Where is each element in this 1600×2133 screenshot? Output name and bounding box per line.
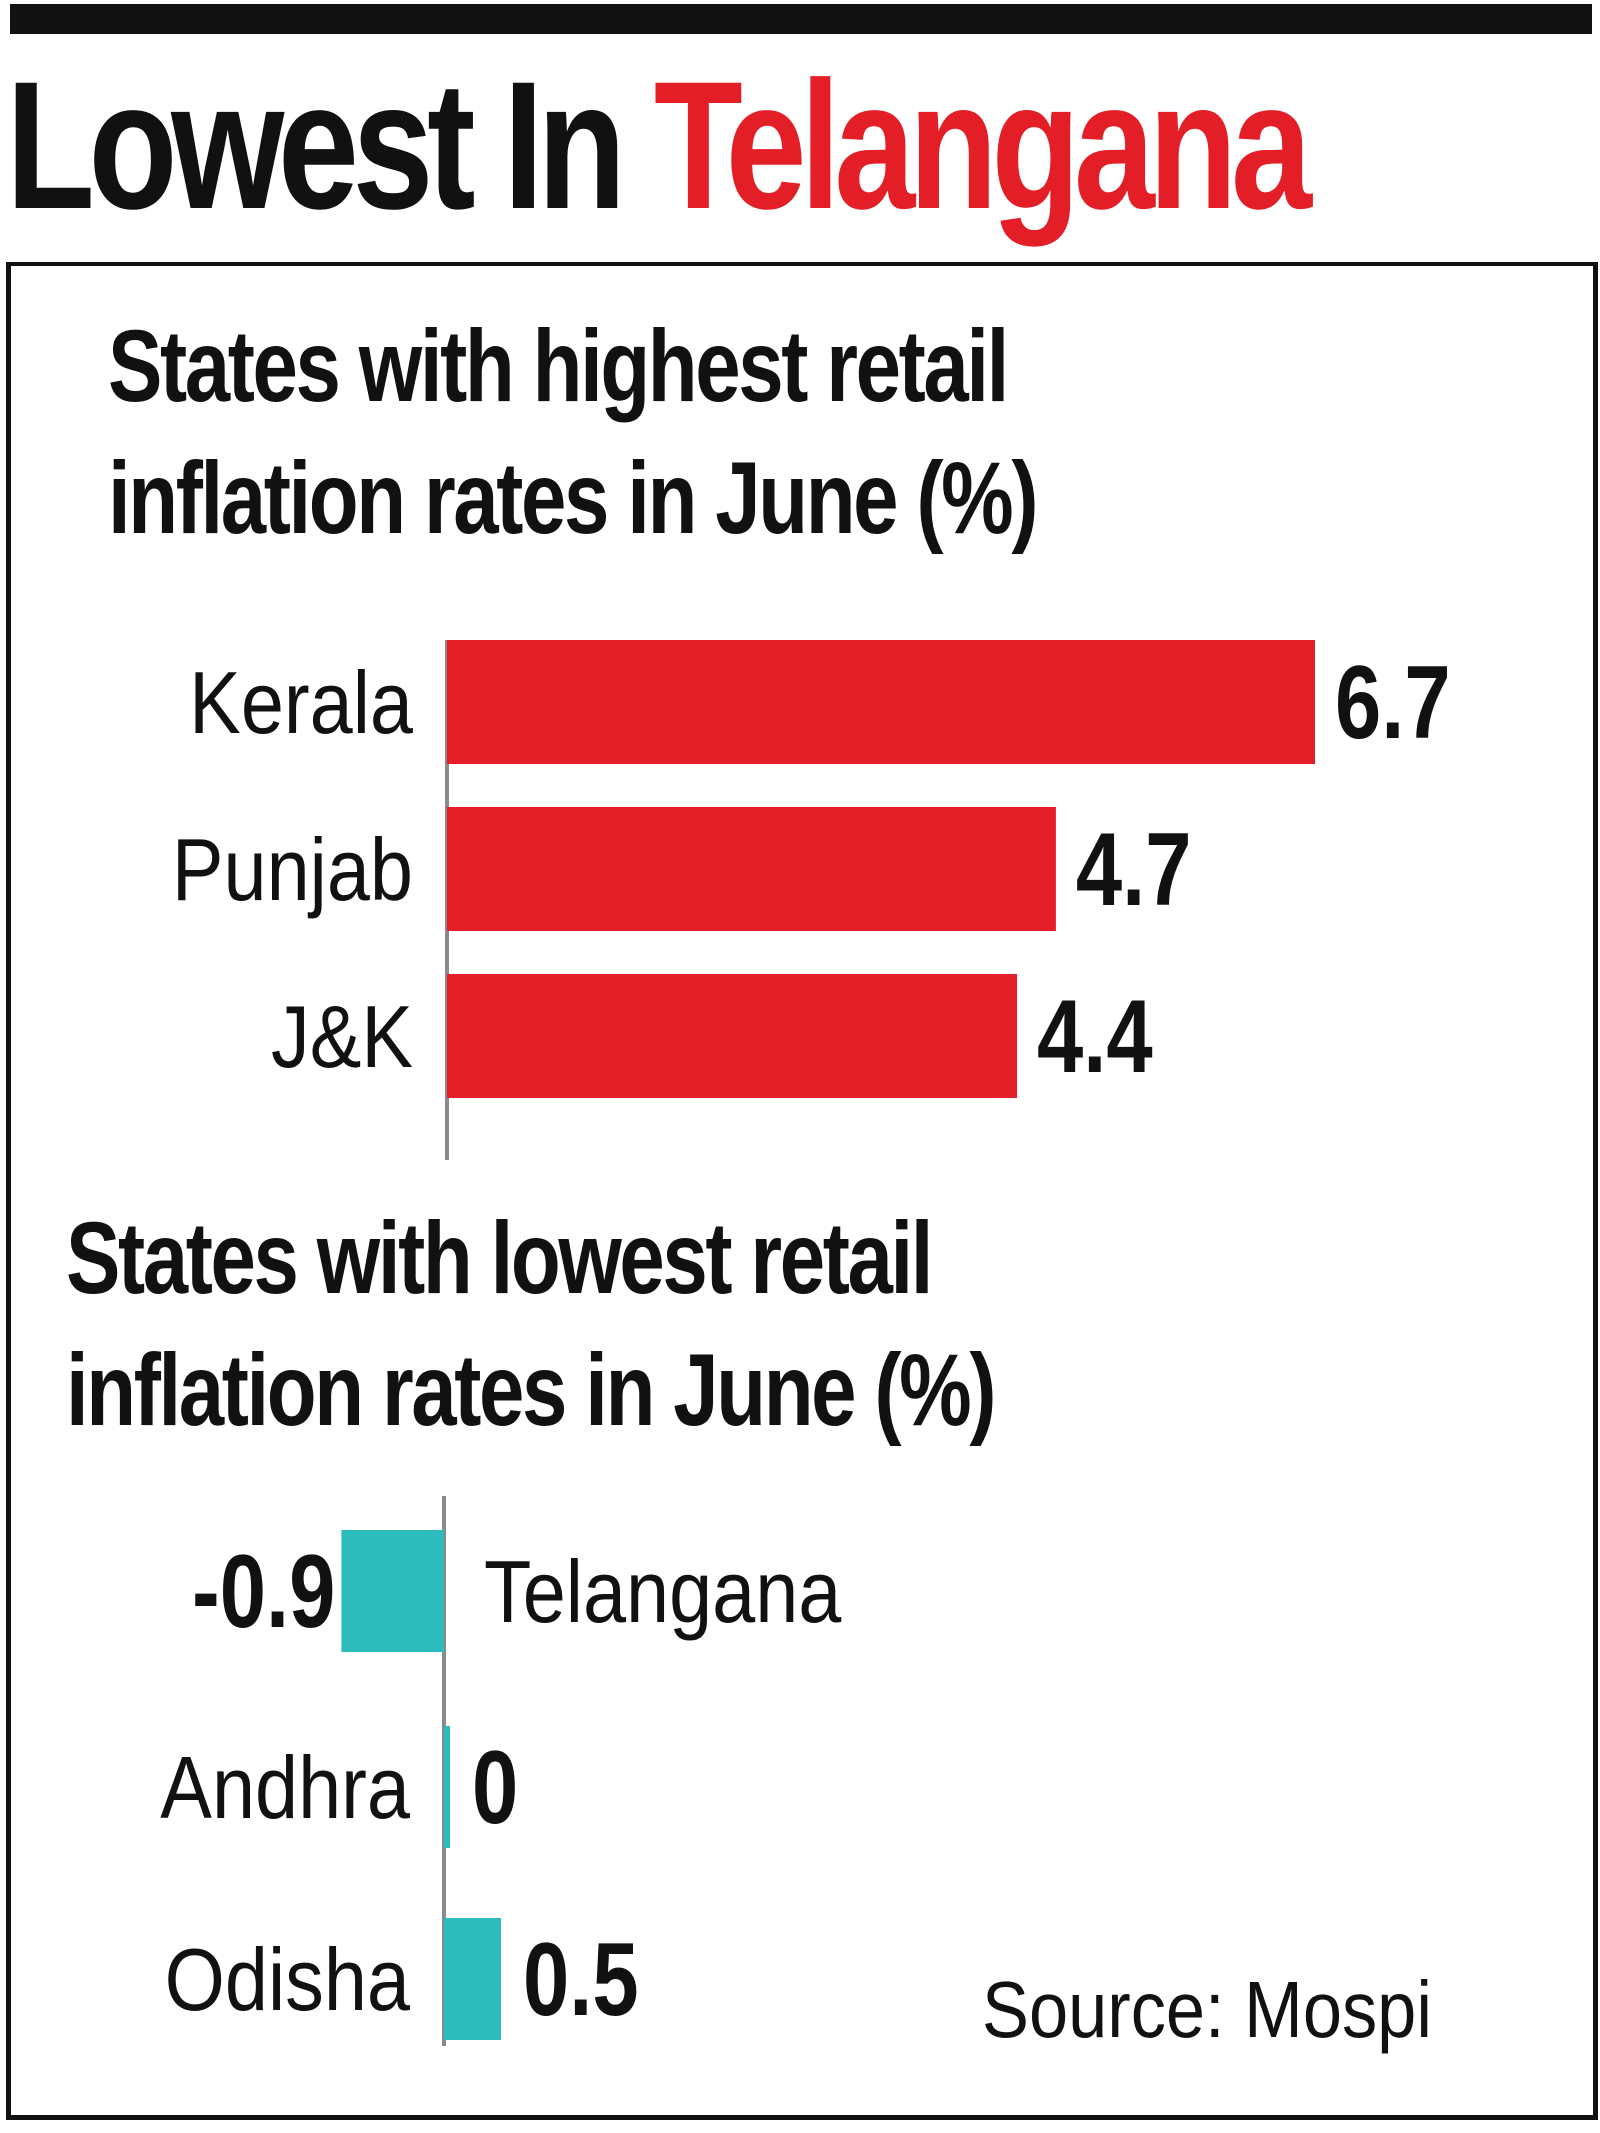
source-note: Source: Mospi [982, 1965, 1432, 2054]
lowest-title-line-2: inflation rates in June (%) [66, 1333, 997, 1447]
headline-red-text: Telangana [653, 43, 1312, 247]
headline: Lowest In Telangana [6, 30, 1312, 260]
highest-value-label: 4.7 [1076, 811, 1192, 927]
highest-category-label: Kerala [189, 653, 414, 752]
highest-value-label: 6.7 [1335, 644, 1451, 760]
highest-bar [447, 807, 1056, 931]
highest-category-label: J&K [271, 987, 413, 1086]
highest-title-line-1: States with highest retail [108, 309, 1009, 423]
highest-chart-title: States with highest retail inflation rate… [108, 300, 1039, 564]
highest-title-line-2: inflation rates in June (%) [108, 441, 1039, 555]
chart-frame [6, 262, 1598, 2120]
lowest-category-label: Odisha [165, 1930, 411, 2029]
lowest-value-label: -0.9 [192, 1533, 335, 1649]
highest-value-label: 4.4 [1037, 978, 1153, 1094]
highest-bar [447, 974, 1018, 1098]
lowest-value-label: 0 [472, 1729, 518, 1845]
lowest-chart-title: States with lowest retail inflation rates… [66, 1192, 997, 1456]
lowest-bar [341, 1530, 444, 1652]
headline-black-text: Lowest In [6, 43, 626, 247]
lowest-bar [444, 1726, 450, 1848]
lowest-bar [444, 1918, 501, 2040]
top-rule [10, 4, 1592, 34]
lowest-category-label: Andhra [160, 1738, 411, 1837]
highest-category-label: Punjab [172, 820, 413, 919]
lowest-title-line-1: States with lowest retail [66, 1201, 933, 1315]
lowest-category-label: Telangana [484, 1542, 842, 1641]
lowest-value-label: 0.5 [523, 1921, 639, 2037]
highest-bar [447, 640, 1315, 764]
